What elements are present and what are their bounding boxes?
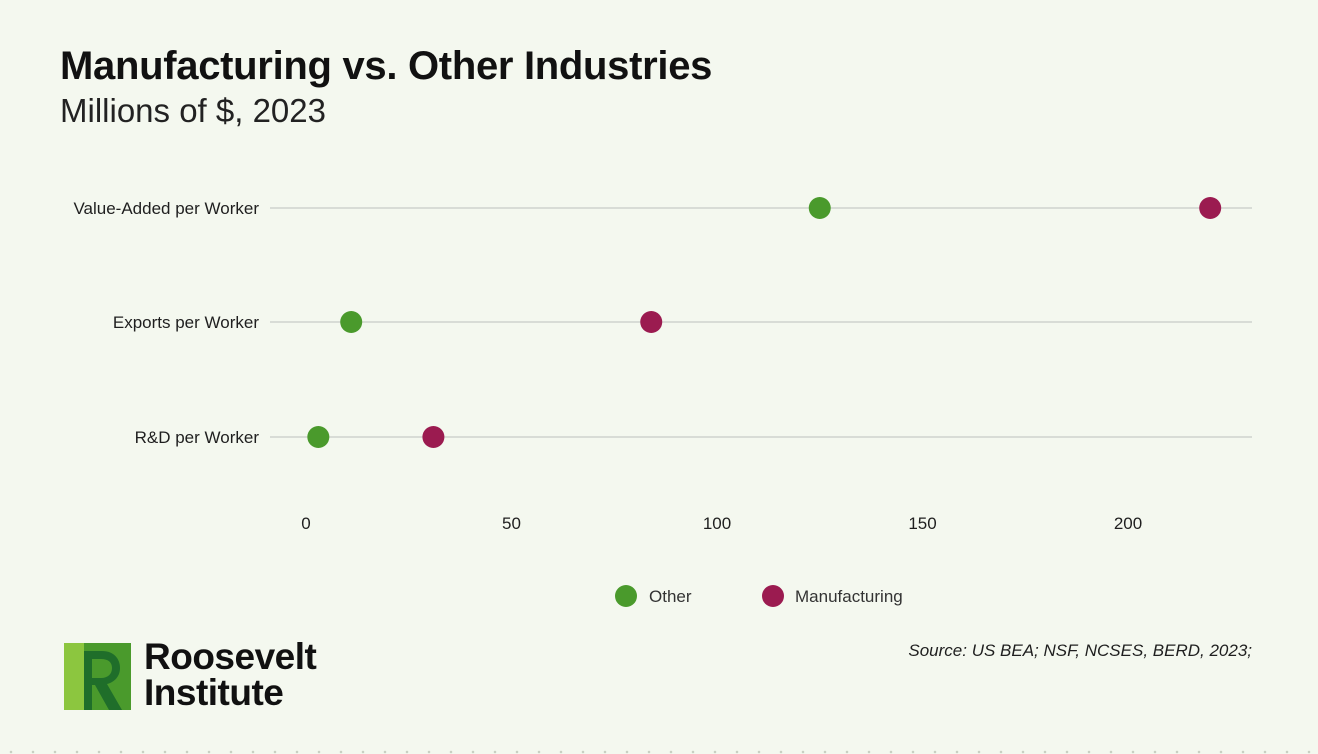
chart-title: Manufacturing vs. Other Industries <box>60 44 713 88</box>
legend: Other Manufacturing <box>615 585 903 607</box>
logo-r-mark-icon <box>64 643 131 710</box>
x-tick-label: 50 <box>502 514 521 533</box>
logo-wordmark: Roosevelt Institute <box>144 636 317 713</box>
x-tick-label: 0 <box>301 514 310 533</box>
data-point-other <box>340 311 363 333</box>
logo-line-1: Roosevelt <box>144 636 317 677</box>
legend-swatch <box>615 585 637 607</box>
legend-label: Other <box>649 587 692 606</box>
logo-line-2: Institute <box>144 672 284 713</box>
bottom-dotted-border <box>0 750 1318 754</box>
category-label: R&D per Worker <box>135 428 260 447</box>
data-point-manufacturing <box>1199 197 1222 219</box>
data-point-other <box>808 197 831 219</box>
chart-subtitle: Millions of $, 2023 <box>60 92 326 129</box>
roosevelt-institute-logo: Roosevelt Institute <box>64 638 364 713</box>
x-tick-label: 200 <box>1114 514 1142 533</box>
data-point-manufacturing <box>640 311 663 333</box>
grid-layer <box>270 207 1252 438</box>
data-point-manufacturing <box>422 426 445 448</box>
x-tick-label: 150 <box>908 514 936 533</box>
category-label: Exports per Worker <box>113 313 259 332</box>
x-axis-ticks: 0 50 100 150 200 <box>301 514 1142 533</box>
dot-plot-chart: Value-Added per Worker Exports per Worker… <box>73 197 1252 607</box>
legend-swatch <box>762 585 784 607</box>
data-points <box>307 197 1222 448</box>
source-note: Source: US BEA; NSF, NCSES, BERD, 2023; <box>908 641 1252 660</box>
x-tick-label: 100 <box>703 514 731 533</box>
category-label: Value-Added per Worker <box>73 199 259 218</box>
category-labels: Value-Added per Worker Exports per Worker… <box>73 199 259 447</box>
data-point-other <box>307 426 330 448</box>
legend-label: Manufacturing <box>795 587 903 606</box>
